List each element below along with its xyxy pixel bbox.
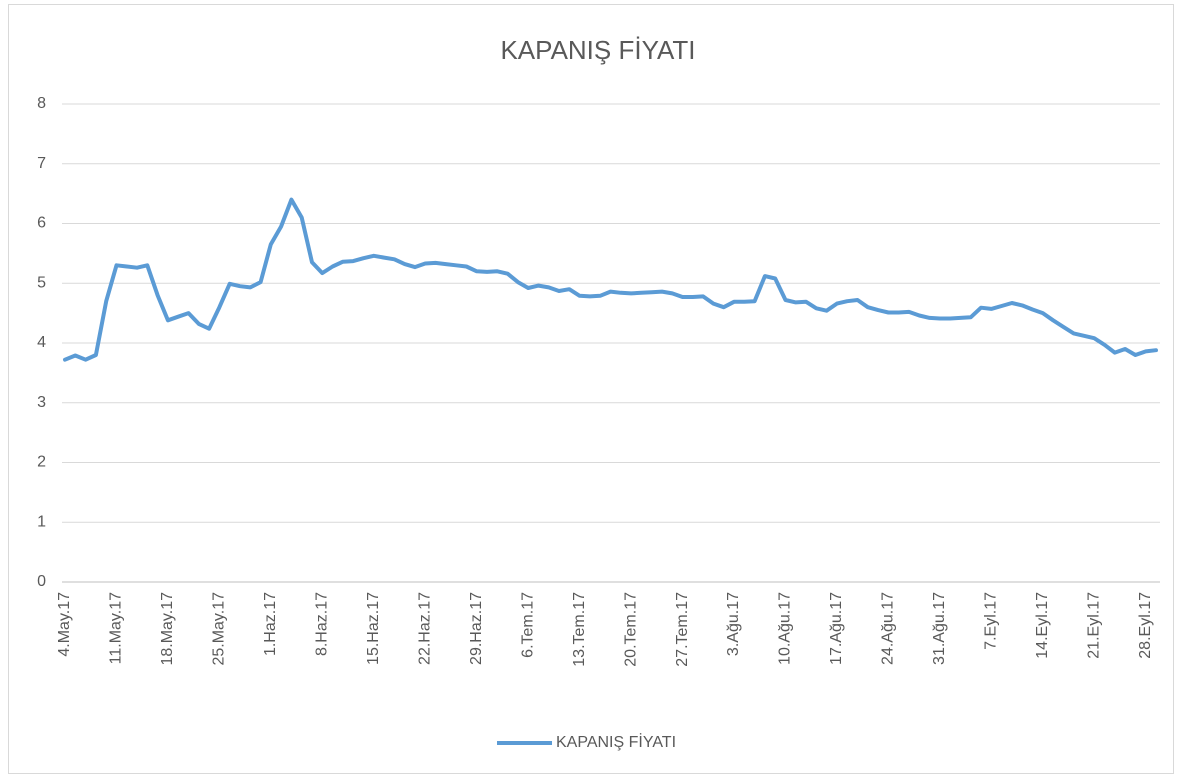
y-tick-label: 0 [37, 573, 46, 590]
x-tick-label: 21.Eyl.17 [1085, 592, 1102, 659]
x-tick-label: 22.Haz.17 [416, 592, 433, 665]
x-tick-label: 24.Ağu.17 [880, 592, 897, 665]
y-tick-label: 5 [37, 274, 46, 291]
x-tick-label: 31.Ağu.17 [931, 592, 948, 665]
y-tick-label: 1 [37, 513, 46, 530]
x-tick-label: 7.Eyl.17 [983, 592, 1000, 650]
y-tick-label: 2 [37, 454, 46, 471]
x-tick-label: 18.May.17 [159, 592, 176, 666]
x-tick-label: 1.Haz.17 [262, 592, 279, 656]
x-tick-label: 20.Tem.17 [622, 592, 639, 667]
x-tick-label: 14.Eyl.17 [1034, 592, 1051, 659]
x-tick-label: 13.Tem.17 [571, 592, 588, 667]
chart-frame [8, 4, 1174, 774]
x-tick-label: 3.Ağu.17 [725, 592, 742, 656]
x-tick-label: 17.Ağu.17 [828, 592, 845, 665]
x-tick-label: 11.May.17 [108, 592, 125, 664]
y-tick-label: 3 [37, 394, 46, 411]
x-tick-label: 10.Ağu.17 [777, 592, 794, 665]
x-tick-label: 29.Haz.17 [468, 592, 485, 665]
x-tick-label: 6.Tem.17 [519, 592, 536, 658]
x-tick-label: 27.Tem.17 [674, 592, 691, 667]
line-series [63, 197, 1158, 362]
x-tick-label: 8.Haz.17 [314, 592, 331, 656]
chart-title: KAPANIŞ FİYATI [500, 35, 695, 65]
x-tick-label: 25.May.17 [211, 592, 228, 666]
y-tick-label: 7 [37, 155, 46, 172]
legend-label: KAPANIŞ FİYATI [556, 732, 676, 751]
x-tick-label: 28.Eyl.17 [1137, 592, 1154, 659]
y-tick-label: 6 [37, 215, 46, 232]
y-tick-label: 4 [37, 334, 46, 351]
x-tick-label: 4.May.17 [56, 592, 73, 657]
x-tick-label: 15.Haz.17 [365, 592, 382, 665]
y-tick-label: 8 [37, 95, 46, 112]
